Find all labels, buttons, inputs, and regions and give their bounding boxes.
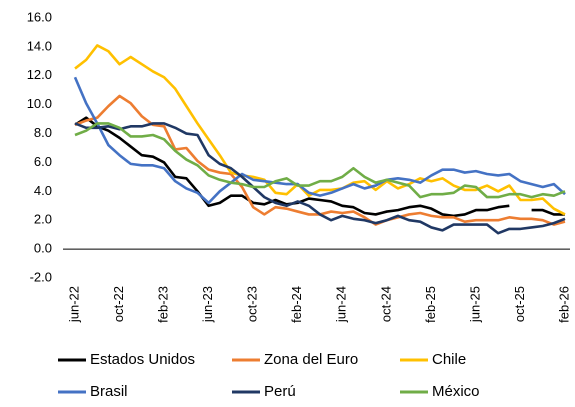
y-tick-label: 14.0: [27, 38, 52, 53]
x-tick-label: oct-24: [378, 286, 393, 322]
y-tick-label: 8.0: [34, 125, 52, 140]
y-tick-label: 6.0: [34, 154, 52, 169]
x-tick-label: oct-22: [111, 286, 126, 322]
legend-label: Perú: [264, 383, 296, 400]
y-tick-label: 12.0: [27, 67, 52, 82]
legend-label: Chile: [432, 351, 466, 368]
x-tick-label: oct-25: [512, 286, 527, 322]
legend-label: Estados Unidos: [90, 351, 195, 368]
series-line: [73, 76, 566, 205]
x-tick-label: feb-24: [289, 286, 304, 323]
x-tick-label: jun-23: [200, 286, 215, 323]
x-tick-label: jun-25: [467, 286, 482, 323]
y-tick-label: 16.0: [27, 9, 52, 24]
y-tick-label: 2.0: [34, 212, 52, 227]
y-tick-label: 0.0: [34, 241, 52, 256]
legend-label: México: [432, 383, 480, 400]
series-line: [74, 94, 566, 226]
y-tick-label: 10.0: [27, 96, 52, 111]
series-line: [74, 122, 566, 235]
x-tick-label: feb-26: [556, 286, 571, 323]
legend-label: Brasil: [90, 383, 128, 400]
x-tick-label: feb-25: [423, 286, 438, 323]
y-tick-label: 4.0: [34, 183, 52, 198]
series-line: [74, 116, 565, 218]
legend-label: Zona del Euro: [264, 351, 358, 368]
x-tick-label: feb-23: [156, 286, 171, 323]
x-tick-label: oct-23: [245, 286, 260, 322]
y-tick-label: -2.0: [30, 269, 52, 284]
x-tick-label: jun-24: [334, 286, 349, 323]
x-tick-label: jun-22: [66, 286, 81, 323]
series-line: [74, 122, 566, 199]
series-line: [74, 44, 566, 216]
